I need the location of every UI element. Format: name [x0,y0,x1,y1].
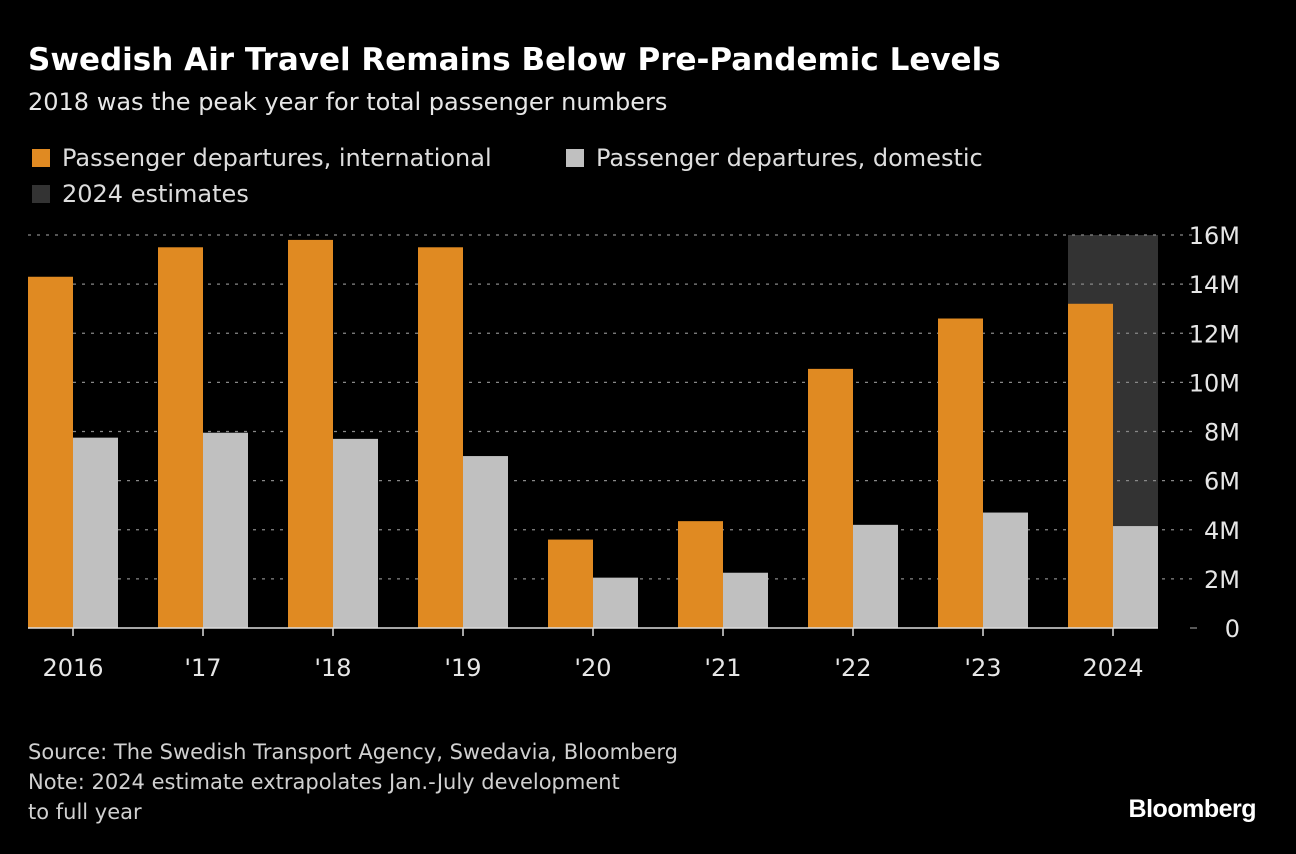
bar-international [158,247,203,628]
note-text-continued: to full year [28,800,142,824]
y-tick-label: 6M [1204,468,1240,496]
y-tick-label: 4M [1204,517,1240,545]
legend-swatch-international [32,149,50,167]
y-tick-label: 12M [1189,320,1240,348]
x-tick-label: '23 [964,654,1001,682]
legend-item-estimates: 2024 estimates [32,180,249,208]
y-tick-label: 8M [1204,419,1240,447]
bar-domestic [853,524,898,628]
x-tick-label: '17 [184,654,221,682]
x-tick-label: '19 [444,654,481,682]
legend-swatch-domestic [566,149,584,167]
bar-domestic [593,577,638,628]
x-tick-label: '22 [834,654,871,682]
bloomberg-logo: Bloomberg [1128,795,1257,823]
bar-international [1068,303,1113,628]
y-tick-label: 14M [1189,271,1240,299]
bar-international [548,539,593,628]
bar-international [418,247,463,628]
bar-international [678,521,723,628]
legend-item-domestic: Passenger departures, domestic [566,144,983,172]
legend-label-international: Passenger departures, international [62,144,492,172]
bar-international [938,318,983,628]
note-text: Note: 2024 estimate extrapolates Jan.-Ju… [28,770,620,794]
bar-domestic [203,432,248,628]
x-tick-label: '18 [314,654,351,682]
bar-international [808,368,853,628]
y-tick-label: 2M [1204,566,1240,594]
y-tick-label: 16M [1189,222,1240,250]
bar-domestic [333,438,378,628]
legend-swatch-estimates [32,185,50,203]
chart-title: Swedish Air Travel Remains Below Pre-Pan… [28,42,1001,78]
bar-domestic [73,437,118,628]
x-tick-label: '21 [704,654,741,682]
bar-domestic [1113,526,1158,628]
x-tick-label: 2024 [1082,654,1143,682]
legend-label-estimates: 2024 estimates [62,180,249,208]
source-text: Source: The Swedish Transport Agency, Sw… [28,740,678,764]
legend-label-domestic: Passenger departures, domestic [596,144,983,172]
x-tick-label: '20 [574,654,611,682]
y-tick-label: 10M [1189,369,1240,397]
chart-subtitle: 2018 was the peak year for total passeng… [28,88,668,116]
bar-domestic [983,512,1028,628]
y-tick-label: 0 [1225,615,1240,643]
x-tick-label: 2016 [42,654,103,682]
bar-international [288,239,333,628]
bar-domestic [723,572,768,628]
bar-international [28,276,73,628]
legend-item-international: Passenger departures, international [32,144,492,172]
bar-domestic [463,456,508,628]
